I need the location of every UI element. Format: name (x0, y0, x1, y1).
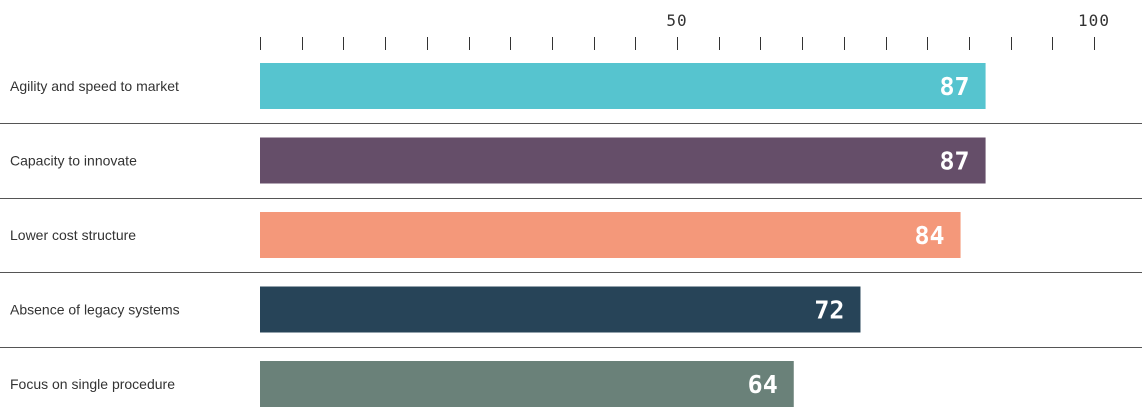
chart-row: Capacity to innovate 87 (0, 137, 1142, 199)
category-label: Absence of legacy systems (10, 302, 180, 318)
chart-row: Agility and speed to market 87 (0, 63, 1142, 124)
bar (260, 63, 986, 109)
value-label: 72 (814, 296, 844, 325)
category-label: Agility and speed to market (10, 78, 179, 94)
value-label: 87 (939, 72, 969, 101)
x-axis-ticks (260, 37, 1095, 50)
chart-row: Absence of legacy systems 72 (0, 286, 1142, 348)
value-label: 64 (748, 370, 778, 399)
x-tick-label: 50 (666, 11, 687, 30)
category-label: Capacity to innovate (10, 153, 137, 169)
value-label: 84 (914, 221, 944, 250)
bar (260, 361, 794, 407)
bar (260, 286, 861, 333)
x-tick-label: 100 (1078, 11, 1110, 30)
bar (260, 137, 986, 184)
x-axis-tick-labels: 50 100 (666, 11, 1110, 30)
chart-row: Focus on single procedure 64 (10, 361, 794, 407)
value-label: 87 (939, 147, 969, 176)
category-label: Focus on single procedure (10, 376, 175, 392)
category-label: Lower cost structure (10, 227, 136, 243)
bar (260, 212, 961, 258)
chart-row: Lower cost structure 84 (0, 212, 1142, 273)
